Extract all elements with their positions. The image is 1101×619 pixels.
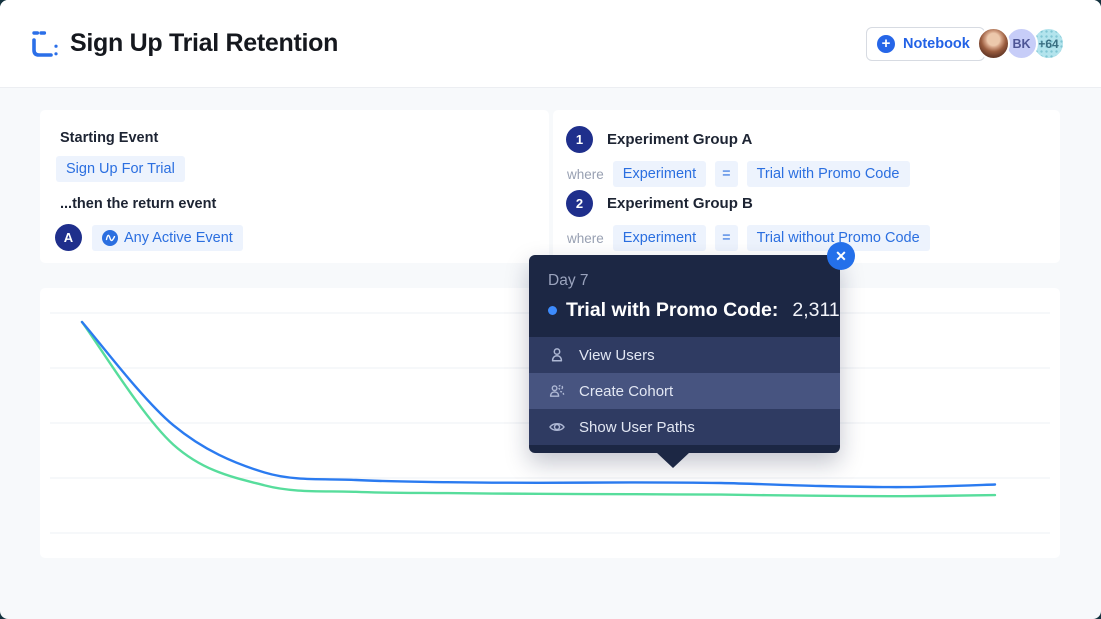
active-event-icon xyxy=(102,229,118,246)
starting-event-label: Starting Event xyxy=(60,130,159,146)
app-logo-icon xyxy=(32,31,58,57)
return-event-pill[interactable]: Any Active Event xyxy=(92,224,243,251)
return-event-pill-label: Any Active Event xyxy=(124,229,233,246)
menu-item-label: Create Cohort xyxy=(579,382,674,400)
avatar-overflow-count[interactable]: +64 xyxy=(1032,27,1065,60)
person-icon xyxy=(551,348,563,362)
operator-pill[interactable]: = xyxy=(715,161,738,187)
starting-event-panel: Starting Event Sign Up For Trial ...then… xyxy=(40,110,549,263)
property-pill[interactable]: Experiment xyxy=(612,161,707,187)
top-bar: Sign Up Trial Retention + Notebook BK +6… xyxy=(0,0,1101,88)
page-title: Sign Up Trial Retention xyxy=(70,29,339,57)
return-event-label: ...then the return event xyxy=(60,196,217,212)
menu-item-label: Show User Paths xyxy=(579,418,695,436)
property-pill[interactable]: Experiment xyxy=(612,225,707,251)
where-label: where xyxy=(567,166,604,182)
menu-item-view-users[interactable]: View Users xyxy=(529,337,840,373)
eye-icon xyxy=(549,422,565,432)
menu-item-show-user-paths[interactable]: Show User Paths xyxy=(529,409,840,445)
notebook-button[interactable]: + Notebook xyxy=(866,27,985,61)
value-pill[interactable]: Trial with Promo Code xyxy=(746,161,910,187)
notebook-button-label: Notebook xyxy=(903,36,970,52)
series-dot-icon xyxy=(548,306,557,315)
return-event-badge: A xyxy=(55,224,82,251)
group-title: Experiment Group A xyxy=(607,131,753,148)
tooltip-series-label: Trial with Promo Code: xyxy=(566,299,779,321)
chart-tooltip: Day 7 Trial with Promo Code: 2,311 View … xyxy=(529,242,855,468)
plus-icon: + xyxy=(877,35,895,53)
tooltip-footer xyxy=(529,445,840,453)
menu-item-create-cohort[interactable]: Create Cohort xyxy=(529,373,840,409)
starting-event-pill[interactable]: Sign Up For Trial xyxy=(56,156,185,182)
series-line xyxy=(80,320,997,489)
tooltip-day-label: Day 7 xyxy=(548,272,589,289)
tooltip-value: 2,311 xyxy=(792,299,840,321)
tooltip-header: Day 7 Trial with Promo Code: 2,311 xyxy=(529,255,840,337)
group-number-badge: 2 xyxy=(566,190,593,217)
where-label: where xyxy=(567,230,604,246)
tooltip-caret xyxy=(656,452,690,468)
group-number-badge: 1 xyxy=(566,126,593,153)
operator-pill[interactable]: = xyxy=(715,225,738,251)
group-title: Experiment Group B xyxy=(607,195,753,212)
avatar[interactable] xyxy=(977,27,1010,60)
people-icon xyxy=(549,384,565,397)
experiment-groups-panel: 1 Experiment Group A where Experiment = … xyxy=(553,110,1060,263)
series-line xyxy=(80,320,997,498)
menu-item-label: View Users xyxy=(579,346,655,364)
close-icon[interactable]: ✕ xyxy=(827,242,855,270)
